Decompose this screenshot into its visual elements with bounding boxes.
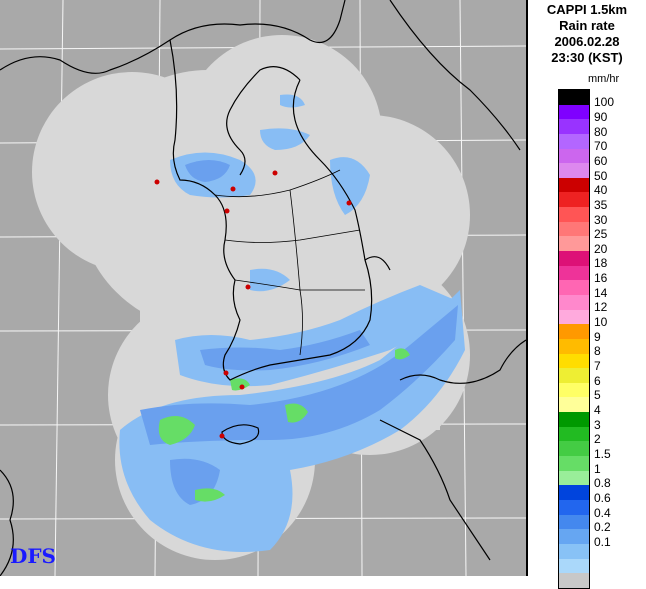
- scale-swatch: [559, 133, 589, 149]
- scale-tick-label: 2: [594, 432, 601, 447]
- scale-swatch: [559, 426, 589, 442]
- scale-swatch: [559, 163, 589, 178]
- scale-tick-label: 70: [594, 139, 608, 154]
- scale-tick-label: 0.8: [594, 476, 611, 491]
- rain-echo-heavy: [158, 348, 410, 502]
- radar-stations: [154, 170, 352, 439]
- observation-time: 23:30 (KST): [551, 50, 623, 65]
- scale-swatch: [559, 382, 589, 398]
- scale-swatch: [559, 456, 589, 471]
- scale-tick-label: 12: [594, 300, 608, 315]
- scale-tick-label: 1: [594, 461, 601, 476]
- scale-swatch: [559, 543, 589, 559]
- radar-map-canvas: [0, 0, 526, 576]
- scale-tick-label: 40: [594, 183, 608, 198]
- scale-tick-label: 10: [594, 315, 608, 330]
- scale-tick-label: 30: [594, 212, 608, 227]
- jeju-island: [221, 424, 260, 445]
- radar-map: DFS: [0, 0, 526, 576]
- scale-swatch: [559, 90, 589, 105]
- scale-swatch: [559, 441, 589, 457]
- legend-unit: mm/hr: [588, 73, 620, 85]
- scale-swatch: [559, 309, 589, 325]
- scale-swatch: [559, 207, 589, 222]
- scale-swatch: [559, 485, 589, 500]
- scale-swatch: [559, 265, 589, 281]
- observation-date: 2006.02.28: [554, 34, 620, 49]
- scale-tick-label: 0.6: [594, 490, 611, 505]
- scale-tick-label: 0.4: [594, 505, 611, 520]
- scale-swatch: [559, 499, 589, 515]
- scale-swatch: [559, 148, 589, 164]
- scale-tick-label: 5: [594, 388, 601, 403]
- scale-tick-label: 16: [594, 271, 608, 286]
- scale-swatch: [559, 119, 589, 134]
- scale-swatch: [559, 324, 589, 339]
- scale-swatch: [559, 221, 589, 237]
- dfs-logo: DFS: [10, 544, 56, 568]
- scale-tick-label: 8: [594, 344, 601, 359]
- color-scale: [558, 89, 590, 589]
- legend-panel: CAPPI 1.5km Rain rate 2006.02.28 23:30 (…: [526, 0, 646, 589]
- scale-tick-label: 14: [594, 285, 608, 300]
- scale-tick-label: 25: [594, 227, 608, 242]
- scale-tick-label: 35: [594, 197, 608, 212]
- scale-swatch: [559, 251, 589, 266]
- scale-swatch: [559, 573, 589, 588]
- product-variable: Rain rate: [559, 18, 615, 33]
- scale-swatch: [559, 294, 589, 310]
- scale-tick-label: 90: [594, 109, 608, 124]
- scale-tick-label: 1.5: [594, 446, 611, 461]
- coastlines: [0, 0, 526, 576]
- scale-tick-label: 6: [594, 373, 601, 388]
- scale-tick-label: 20: [594, 241, 608, 256]
- scale-swatch: [559, 353, 589, 369]
- scale-swatch: [559, 529, 589, 544]
- scale-tick-label: 50: [594, 168, 608, 183]
- scale-tick-label: 100: [594, 95, 615, 110]
- scale-tick-label: 60: [594, 153, 608, 168]
- scale-swatch: [559, 236, 589, 252]
- product-title: CAPPI 1.5km: [546, 2, 628, 17]
- scale-swatch: [559, 104, 589, 120]
- scale-swatch: [559, 192, 589, 208]
- scale-tick-label: 80: [594, 124, 608, 139]
- scale-swatch: [559, 177, 589, 193]
- scale-swatch: [559, 280, 589, 295]
- scale-swatch: [559, 368, 589, 383]
- scale-swatch: [559, 412, 589, 427]
- scale-tick-label: 0.1: [594, 534, 611, 549]
- scale-tick-label: 0.2: [594, 520, 611, 535]
- province-borders: [214, 169, 365, 356]
- scale-tick-label: 9: [594, 329, 601, 344]
- scale-swatch: [559, 338, 589, 354]
- scale-swatch: [559, 514, 589, 530]
- scale-swatch: [559, 397, 589, 413]
- scale-swatch: [559, 470, 589, 486]
- scale-tick-label: 4: [594, 402, 601, 417]
- scale-tick-label: 18: [594, 256, 608, 271]
- scale-tick-label: 3: [594, 417, 601, 432]
- scale-swatch: [559, 558, 589, 574]
- scale-tick-label: 7: [594, 359, 601, 374]
